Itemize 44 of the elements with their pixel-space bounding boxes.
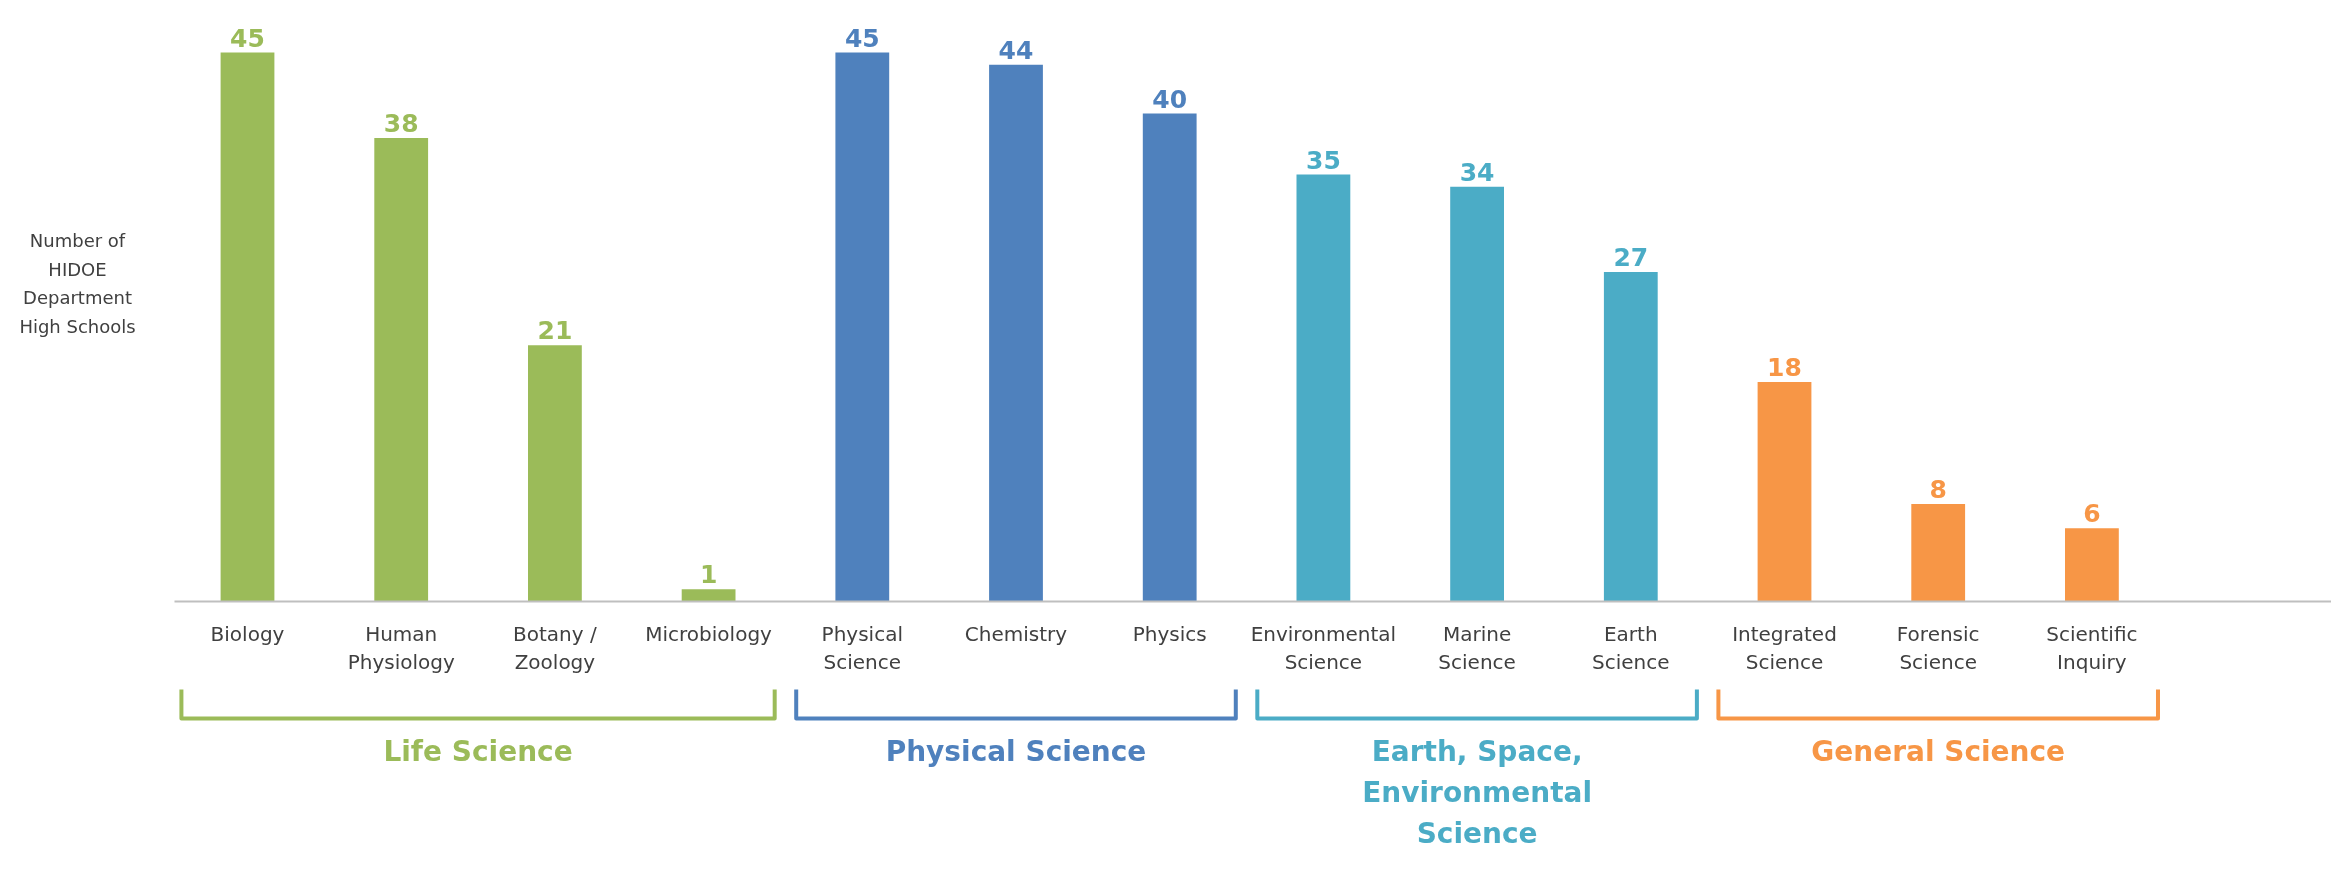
x-tick-label: Earth Science [1592, 621, 1670, 675]
data-label: 45 [844, 23, 880, 53]
bar [220, 52, 275, 602]
data-label: 6 [2083, 499, 2101, 529]
y-axis-title: Number of HIDOE Department High Schools [19, 230, 136, 337]
x-tick-label: Biology [210, 621, 285, 646]
x-tick-label: Physics [1132, 621, 1207, 646]
bar [1450, 186, 1504, 602]
x-tick-label: Integrated Science [1732, 621, 1837, 675]
bar [1142, 113, 1197, 602]
data-label: 1 [699, 560, 718, 590]
x-tick-label: Chemistry [964, 621, 1068, 646]
data-label: 38 [383, 108, 419, 138]
data-label: 21 [537, 316, 573, 346]
x-tick-label: Microbiology [645, 621, 773, 646]
text: Earth, Space, Environmental Science [1362, 734, 1593, 850]
x-tick-label: Forensic Science [1896, 621, 1980, 675]
text: General Science [1811, 734, 2066, 768]
data-label: 34 [1459, 157, 1495, 187]
data-label: 27 [1613, 243, 1649, 273]
bar [1911, 503, 1966, 602]
x-tick-label: Marine Science [1438, 621, 1516, 675]
data-label: 40 [1152, 84, 1188, 114]
bar [1296, 174, 1351, 602]
bar [374, 137, 429, 602]
bar [989, 64, 1043, 602]
bar [835, 52, 890, 602]
bar [528, 345, 582, 602]
data-label: 45 [230, 23, 265, 53]
bar [2065, 528, 2119, 602]
bar [1757, 381, 1812, 602]
bar [681, 589, 736, 602]
x-tick-label: Scientific Inquiry [2046, 621, 2138, 675]
x-tick-label: Botany / Zoology [513, 621, 597, 675]
data-label: 8 [1929, 474, 1947, 504]
text: Physical Science [885, 734, 1147, 768]
x-tick-label: Human Physiology [347, 621, 455, 675]
data-label: 44 [998, 35, 1034, 65]
data-label: 35 [1306, 145, 1341, 175]
x-tick-label: Environmental Science [1250, 621, 1397, 675]
text: Life Science [383, 734, 573, 768]
data-label: 18 [1767, 352, 1802, 382]
x-tick-label: Physical Science [821, 621, 903, 675]
bar [1603, 272, 1658, 602]
